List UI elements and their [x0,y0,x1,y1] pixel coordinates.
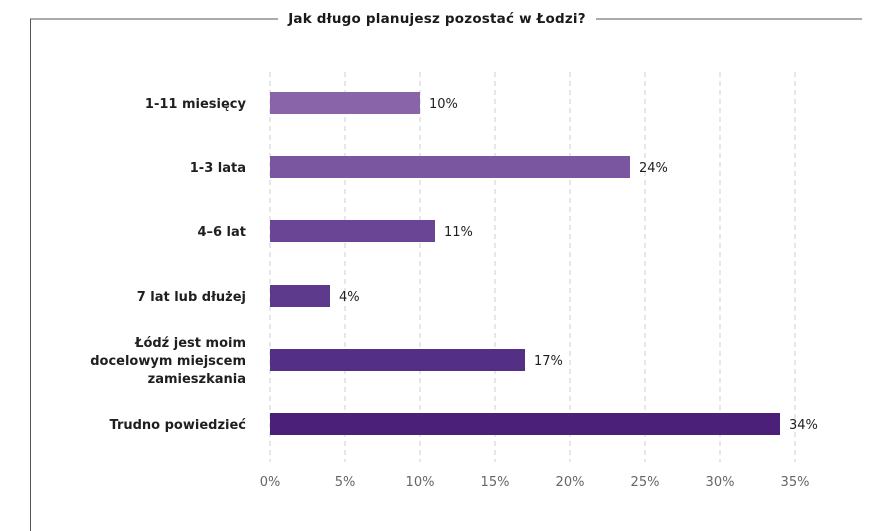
category-label: docelowym miejscem [90,354,246,369]
x-tick-label: 35% [781,475,810,490]
category-label: 1-11 miesięcy [145,97,247,112]
bar-value-label: 24% [639,161,668,176]
x-tick-label: 0% [260,475,281,490]
bar-value-label: 10% [429,97,458,112]
bar [270,156,630,178]
category-label: 4–6 lat [197,225,246,240]
chart-title: Jak długo planujesz pozostać w Łodzi? [278,11,596,27]
category-label: zamieszkania [148,372,246,387]
bar [270,92,420,114]
x-tick-label: 25% [631,475,660,490]
bar-value-label: 17% [534,354,563,369]
bar [270,413,780,435]
x-tick-label: 5% [335,475,356,490]
category-label: 1-3 lata [190,161,246,176]
category-label: Trudno powiedzieć [110,418,247,433]
bar [270,285,330,307]
x-tick-label: 30% [706,475,735,490]
chart-title-wrap: Jak długo planujesz pozostać w Łodzi? [0,11,874,27]
x-tick-label: 10% [406,475,435,490]
bar [270,220,435,242]
category-label: Łódź jest moim [134,336,246,351]
bar-value-label: 34% [789,418,818,433]
bar-value-label: 4% [339,290,360,305]
x-tick-label: 20% [556,475,585,490]
x-tick-label: 15% [481,475,510,490]
category-label: 7 lat lub dłużej [137,290,246,305]
bar [270,349,525,371]
bar-value-label: 11% [444,225,473,240]
